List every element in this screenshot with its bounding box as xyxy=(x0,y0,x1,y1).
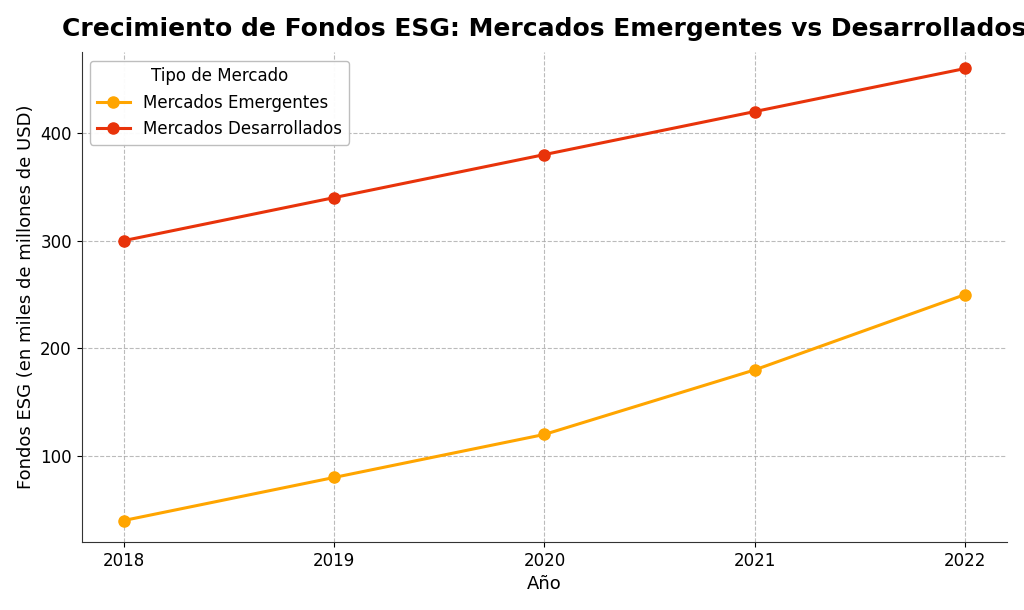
Mercados Emergentes xyxy=(749,366,761,373)
Mercados Emergentes xyxy=(118,517,130,524)
Line: Mercados Emergentes: Mercados Emergentes xyxy=(118,289,971,526)
Mercados Emergentes xyxy=(539,431,551,438)
Y-axis label: Fondos ESG (en miles de millones de USD): Fondos ESG (en miles de millones de USD) xyxy=(16,105,35,489)
Mercados Desarrollados xyxy=(539,151,551,158)
Mercados Desarrollados xyxy=(749,108,761,115)
Line: Mercados Desarrollados: Mercados Desarrollados xyxy=(118,63,971,246)
Title: Crecimiento de Fondos ESG: Mercados Emergentes vs Desarrollados: Crecimiento de Fondos ESG: Mercados Emer… xyxy=(62,16,1024,41)
Mercados Desarrollados xyxy=(328,194,340,201)
X-axis label: Año: Año xyxy=(527,575,562,594)
Mercados Emergentes xyxy=(959,291,972,298)
Mercados Emergentes xyxy=(328,474,340,481)
Legend: Mercados Emergentes, Mercados Desarrollados: Mercados Emergentes, Mercados Desarrolla… xyxy=(90,60,349,145)
Mercados Desarrollados xyxy=(118,237,130,245)
Mercados Desarrollados xyxy=(959,65,972,72)
